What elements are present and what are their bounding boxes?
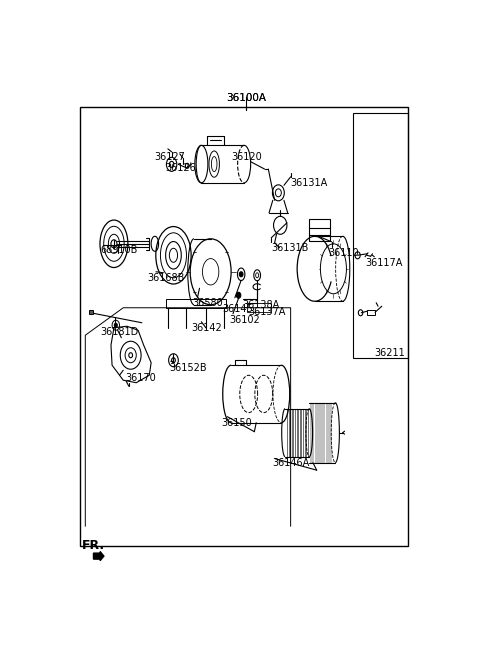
Bar (166, 299, 226, 308)
Text: 36131B: 36131B (271, 243, 309, 253)
Bar (81, 107, 408, 546)
Text: FR.: FR. (82, 539, 105, 552)
Text: 36102: 36102 (229, 315, 260, 325)
Circle shape (236, 292, 241, 299)
Bar (309, 219, 330, 241)
Text: 36211: 36211 (374, 348, 405, 358)
Text: 36145: 36145 (222, 304, 252, 313)
Text: 36120: 36120 (231, 152, 262, 162)
Text: 68910B: 68910B (100, 245, 138, 255)
Bar (247, 302, 271, 312)
Text: 36181D: 36181D (100, 326, 138, 337)
Text: 36100A: 36100A (226, 93, 266, 103)
Text: 36170: 36170 (125, 373, 156, 383)
Text: 36110: 36110 (328, 248, 359, 258)
Text: 36146A: 36146A (272, 458, 309, 468)
Text: 36138A: 36138A (242, 300, 279, 310)
Text: 36127: 36127 (154, 152, 185, 162)
Text: 36137A: 36137A (248, 307, 285, 317)
Text: 36152B: 36152B (170, 363, 207, 373)
Circle shape (114, 323, 117, 327)
Text: 36580: 36580 (192, 298, 223, 308)
Text: 36142: 36142 (191, 323, 222, 333)
Text: 36126: 36126 (166, 163, 196, 173)
Text: 36168B: 36168B (147, 273, 185, 283)
Bar (89, 310, 93, 314)
FancyArrow shape (94, 552, 104, 561)
Text: 36131A: 36131A (290, 178, 328, 188)
Circle shape (240, 272, 243, 276)
Bar (353, 113, 408, 358)
Bar (367, 310, 375, 315)
Text: 36117A: 36117A (365, 258, 402, 268)
Text: 36100A: 36100A (226, 93, 266, 103)
Text: 36150: 36150 (221, 418, 252, 428)
